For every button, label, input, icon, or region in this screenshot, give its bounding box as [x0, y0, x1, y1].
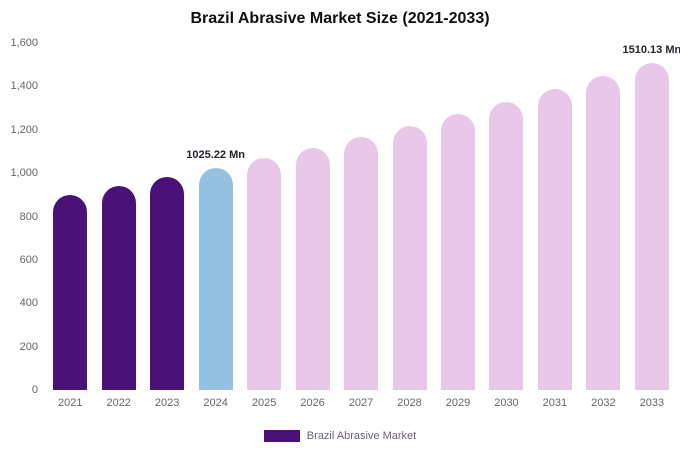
x-tick-label-2022: 2022	[106, 397, 131, 409]
x-tick-label-2023: 2023	[154, 397, 180, 409]
bar-column-2031	[531, 43, 579, 390]
bar-2022	[101, 185, 136, 390]
bar-column-2021	[46, 43, 94, 390]
bar-2027	[344, 136, 379, 390]
bar-2032	[586, 76, 621, 390]
bar-2024	[198, 167, 233, 390]
x-tick-label-2024: 2024	[203, 397, 228, 409]
x-tick-label-2027: 2027	[348, 397, 374, 409]
bar-2029	[440, 114, 475, 390]
y-tick-label: 400	[19, 297, 38, 310]
x-tick-label-2030: 2030	[494, 397, 519, 409]
bar-2023	[150, 177, 185, 390]
x-tick-label-2025: 2025	[251, 397, 277, 409]
bar-column-2026	[288, 43, 336, 390]
y-tick-label: 1,600	[10, 37, 38, 49]
x-tick-label-2026: 2026	[300, 397, 325, 409]
bar-column-2032	[579, 43, 627, 390]
y-tick-label: 1,200	[10, 123, 38, 136]
bar-column-2030	[482, 43, 530, 390]
bar-2026	[295, 147, 330, 390]
y-tick-label: 0	[31, 384, 38, 396]
legend-label: Brazil Abrasive Market	[306, 430, 417, 442]
bar-column-2029	[434, 43, 482, 390]
bar-column-2023	[143, 43, 191, 390]
bar-2025	[247, 157, 282, 390]
bar-column-2022	[94, 43, 142, 390]
legend[interactable]: Brazil Abrasive Market	[0, 430, 680, 442]
plot-area: 1025.22 Mn 1510.13 Mn	[46, 43, 680, 390]
bar-column-2024: 1025.22 Mn	[186, 43, 245, 390]
y-tick-label: 1,400	[10, 80, 38, 93]
x-tick-label-2021: 2021	[57, 397, 83, 409]
bar-column-2025	[240, 43, 288, 390]
bar-2031	[537, 89, 572, 390]
legend-swatch	[263, 430, 300, 442]
bar-column-2027	[337, 43, 385, 390]
x-tick-label-2033: 2033	[639, 397, 665, 409]
bar-value-label-2033: 1510.13 Mn	[622, 43, 680, 56]
bar-value-label-2024: 1025.22 Mn	[186, 148, 245, 161]
bar-2030	[489, 102, 524, 390]
y-tick-label: 800	[19, 210, 38, 223]
y-tick-label: 1,000	[10, 167, 38, 180]
y-tick-label: 200	[19, 340, 38, 353]
bar-column-2033: 1510.13 Mn	[623, 43, 680, 390]
x-tick-label-2032: 2032	[591, 397, 616, 409]
x-tick-label-2028: 2028	[397, 397, 422, 409]
x-tick-label-2029: 2029	[445, 397, 471, 409]
bar-2021	[53, 194, 88, 390]
x-axis: 2021 2022 2023 2024 2025 2026 2027 2028 2029 2030…	[46, 397, 676, 409]
bar-2028	[392, 125, 427, 390]
bar-2033	[634, 62, 669, 390]
y-axis: 1,600 1,400 1,200 1,000 800 600 400 200 0	[0, 0, 40, 450]
chart-title: Brazil Abrasive Market Size (2021-2033)	[190, 10, 490, 27]
y-tick-label: 600	[19, 253, 38, 266]
bar-column-2028	[385, 43, 433, 390]
x-tick-label-2031: 2031	[542, 397, 568, 409]
